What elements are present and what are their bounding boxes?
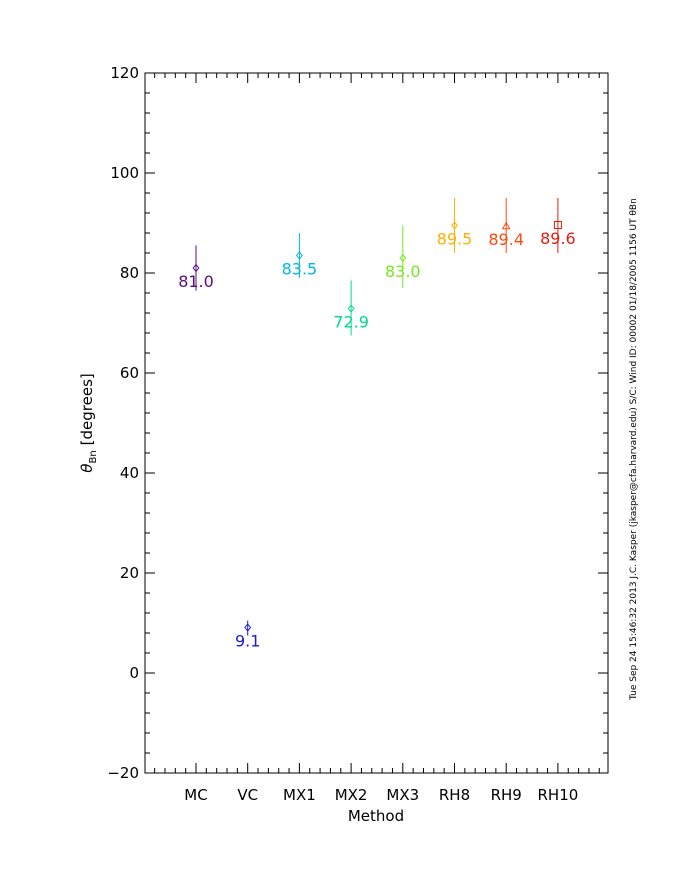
x-tick-label: MX3	[386, 786, 419, 804]
y-tick-labels: −20 0 20 40 60 80 100 120	[107, 64, 139, 782]
side-note: Tue Sep 24 15:46:32 2013 J.C. Kasper (jk…	[629, 198, 639, 701]
x-tick-label: RH10	[538, 786, 579, 804]
x-tick-labels: MC VC MX1 MX2 MX3 RH8 RH9 RH10	[184, 786, 578, 804]
x-tick-label: RH9	[491, 786, 522, 804]
data-label: 81.0	[178, 272, 214, 291]
data-point-triangle	[501, 221, 511, 230]
data-label: 83.0	[385, 262, 421, 281]
y-axis-symbol: θ	[78, 464, 96, 473]
y-axis-title: θBn [degrees]	[78, 373, 99, 472]
x-tick-label: MX1	[283, 786, 316, 804]
y-tick-label: 60	[120, 364, 139, 382]
data-point-diamond	[451, 221, 458, 230]
y-tick-label: 40	[120, 464, 139, 482]
x-tick-label: MX2	[335, 786, 368, 804]
plot-frame	[144, 72, 609, 774]
axis-ticks	[145, 72, 608, 774]
y-tick-label: 100	[110, 164, 139, 182]
data-point-square	[553, 221, 562, 229]
x-tick-label: RH8	[439, 786, 470, 804]
y-axis-unit: [degrees]	[78, 373, 96, 445]
data-label: 83.5	[282, 260, 318, 279]
x-axis-title: Method	[348, 807, 404, 825]
y-tick-label: 20	[120, 564, 139, 582]
data-marks: 81.0 9.1 83.5 72.9 83.0 89.5 89.4 89.6	[178, 198, 576, 651]
data-point-diamond	[244, 623, 252, 632]
data-point-diamond	[192, 263, 200, 273]
data-point-diamond	[295, 251, 303, 260]
data-point-diamond	[347, 304, 355, 313]
y-axis-subscript: Bn	[88, 450, 99, 463]
data-label: 72.9	[333, 313, 369, 332]
svg-text:θBn[degrees]: θBn [degrees]	[78, 373, 99, 472]
y-tick-label: −20	[107, 764, 139, 782]
y-tick-label: 120	[110, 64, 139, 82]
x-tick-label: VC	[237, 786, 258, 804]
data-point-diamond	[399, 253, 407, 263]
data-label: 9.1	[235, 632, 260, 651]
data-label: 89.6	[540, 229, 576, 248]
y-tick-label: 0	[129, 664, 139, 682]
data-label: 89.5	[437, 230, 473, 249]
y-tick-label: 80	[120, 264, 139, 282]
x-tick-label: MC	[184, 786, 207, 804]
data-label: 89.4	[488, 230, 524, 249]
